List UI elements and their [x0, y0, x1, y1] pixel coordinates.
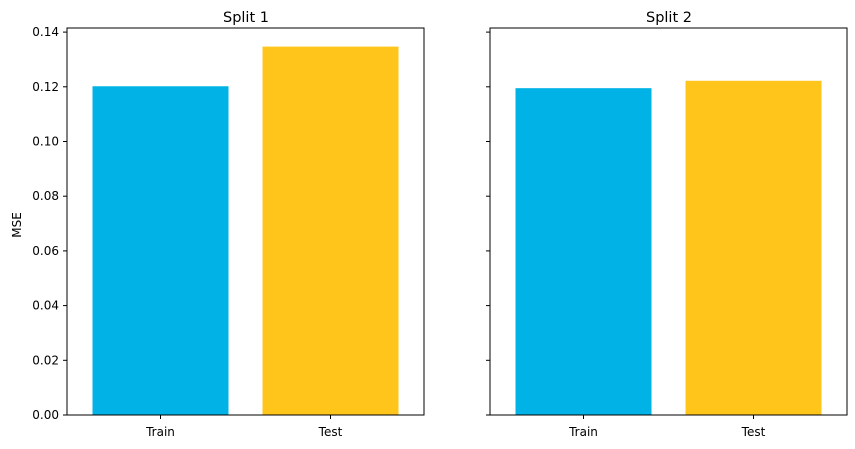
bars — [92, 46, 399, 416]
chart-panel-split-1: Split 1 MSE 0.00 0.02 0.04 0.06 0.08 0.10 0.12… — [10, 10, 425, 439]
y-tick-label: 0.02 — [32, 353, 59, 367]
bars — [515, 80, 822, 415]
bar-test — [262, 46, 399, 416]
y-tick-label: 0.08 — [32, 189, 59, 203]
y-tick-label: 0.12 — [32, 80, 59, 94]
x-tick-label: Test — [741, 425, 766, 439]
x-tick-label: Train — [568, 425, 598, 439]
bar-train — [515, 88, 652, 415]
axes-frame — [489, 27, 848, 416]
bar-test — [685, 80, 822, 415]
y-ticks — [486, 31, 490, 416]
y-ticks: 0.00 0.02 0.04 0.06 0.08 0.10 0.12 0.14 — [32, 25, 67, 422]
y-tick-label: 0.04 — [32, 299, 59, 313]
y-tick-label: 0.14 — [32, 25, 59, 39]
bar-train — [92, 86, 229, 415]
y-axis-label: MSE — [10, 212, 24, 238]
chart-panel-split-2: Split 2 Train Test — [486, 10, 848, 439]
y-tick-label: 0.00 — [32, 408, 59, 422]
chart-title: Split 2 — [646, 10, 692, 26]
x-ticks: Train Test — [568, 415, 766, 439]
axes-frame — [66, 27, 425, 416]
y-tick-label: 0.06 — [32, 244, 59, 258]
x-tick-label: Test — [318, 425, 343, 439]
x-ticks: Train Test — [145, 415, 343, 439]
y-tick-label: 0.10 — [32, 135, 59, 149]
x-tick-label: Train — [145, 425, 175, 439]
chart-title: Split 1 — [223, 10, 269, 26]
